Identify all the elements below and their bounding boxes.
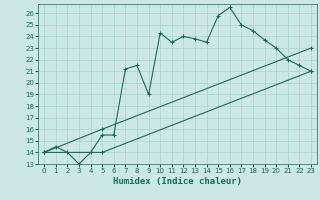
X-axis label: Humidex (Indice chaleur): Humidex (Indice chaleur): [113, 177, 242, 186]
